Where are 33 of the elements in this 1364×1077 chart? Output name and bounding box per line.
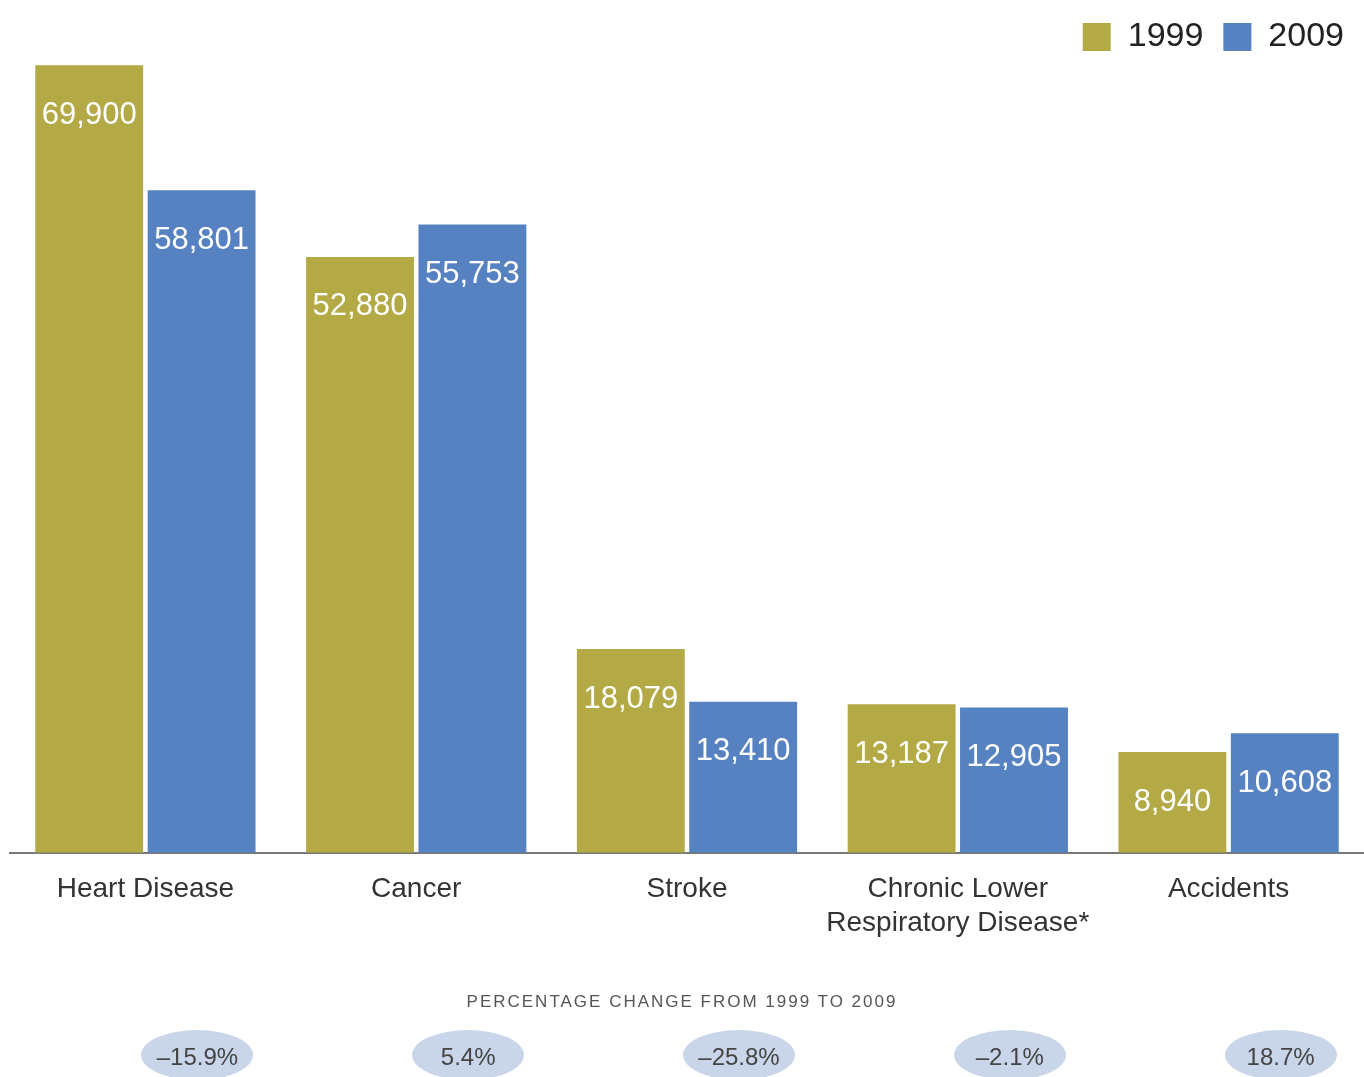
data-label: 13,410 (695, 732, 791, 768)
text: 5.4% (412, 1030, 525, 1077)
data-label: 8,940 (1133, 782, 1212, 818)
data-label: 69,900 (41, 95, 137, 131)
bar (576, 649, 685, 853)
text: 18.7% (1224, 1030, 1337, 1077)
data-label: 58,801 (154, 220, 250, 256)
bar (35, 65, 144, 853)
data-label: 18,079 (583, 679, 679, 715)
text: –2.1% (953, 1030, 1066, 1077)
bar (418, 224, 527, 853)
legend-label: 1999 (1127, 15, 1204, 54)
x-tick-label: Stroke (646, 872, 728, 904)
x-tick-label: Chronic Lower Respiratory Disease* (826, 872, 1090, 937)
text: –25.8% (683, 1030, 795, 1077)
bar (306, 256, 414, 853)
bar (960, 707, 1068, 853)
bar (847, 704, 956, 853)
legend-label: 2009 (1268, 15, 1344, 54)
text: –15.9% (141, 1030, 254, 1077)
text: PERCENTAGE CHANGE FROM 1999 TO 2009 (465, 992, 899, 1012)
data-label: 13,187 (854, 734, 950, 770)
data-label: 55,753 (424, 255, 520, 291)
data-label: 12,905 (966, 737, 1062, 773)
bar (1230, 733, 1339, 853)
x-tick-label: Cancer (371, 872, 462, 904)
bar (147, 190, 256, 853)
bar (689, 701, 798, 853)
x-tick-label: Heart Disease (56, 872, 235, 904)
bar (1118, 752, 1227, 853)
x-tick-label: Accidents (1167, 872, 1290, 904)
data-label: 10,608 (1237, 763, 1333, 799)
data-label: 52,880 (312, 287, 408, 323)
